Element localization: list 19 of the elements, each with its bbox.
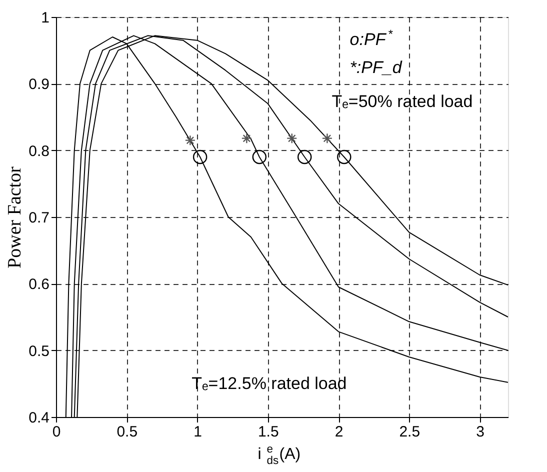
y-tick-label: 0.8 xyxy=(28,142,50,160)
y-tick-label: 0.7 xyxy=(28,210,50,226)
annotation: o:PF* xyxy=(350,27,393,49)
annotation: Tₑ=50% rated load xyxy=(332,92,473,111)
annotation: Tₑ=12.5% rated load xyxy=(192,374,347,393)
annotation: *:PF_d xyxy=(350,58,402,77)
x-tick-label: 2.5 xyxy=(399,424,420,440)
y-tick-label: 0.5 xyxy=(28,342,50,360)
x-tick-label: 1.5 xyxy=(258,424,279,440)
y-axis-title: Power Factor xyxy=(4,166,26,268)
y-tick-label: 0.6 xyxy=(28,276,50,294)
x-tick-label: 2 xyxy=(334,424,344,440)
x-tick-label: 1 xyxy=(194,424,202,440)
x-tick-label: 0 xyxy=(52,424,61,440)
y-tick-label: 0.9 xyxy=(28,76,50,94)
y-tick-label: 1 xyxy=(41,10,50,26)
x-tick-label: 0.5 xyxy=(116,424,138,440)
x-tick-label: 3 xyxy=(476,424,484,440)
y-tick-label: 0.4 xyxy=(28,410,50,426)
